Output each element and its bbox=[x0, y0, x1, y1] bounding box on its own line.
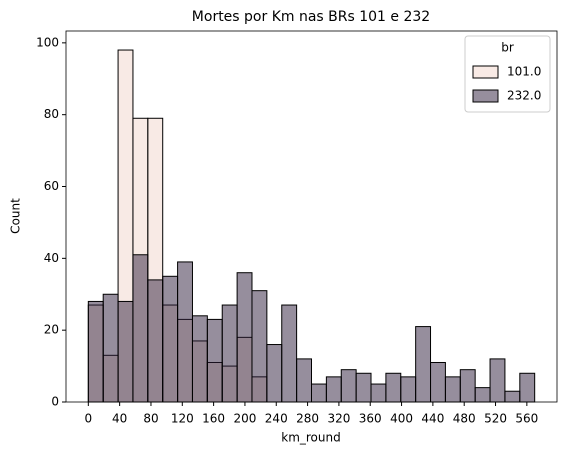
bar bbox=[132, 254, 149, 403]
bar bbox=[474, 387, 491, 403]
bar bbox=[311, 383, 327, 403]
bar bbox=[206, 318, 223, 403]
bar bbox=[102, 293, 119, 403]
bar bbox=[355, 372, 372, 403]
bar bbox=[87, 300, 104, 403]
y-tick-label: 20 bbox=[44, 323, 59, 337]
x-tick-label: 520 bbox=[484, 412, 507, 426]
x-tick-label: 320 bbox=[327, 412, 350, 426]
bar bbox=[236, 272, 253, 403]
x-tick-label: 40 bbox=[112, 412, 127, 426]
bar bbox=[400, 376, 417, 403]
x-tick-label: 240 bbox=[265, 412, 288, 426]
legend-swatch bbox=[472, 89, 499, 103]
bar bbox=[340, 369, 357, 403]
x-tick-label: 440 bbox=[421, 412, 444, 426]
plot-frame bbox=[65, 30, 558, 403]
x-tick-label: 160 bbox=[202, 412, 225, 426]
bar bbox=[430, 361, 446, 403]
x-tick-label: 400 bbox=[390, 412, 413, 426]
x-tick-label: 80 bbox=[143, 412, 158, 426]
y-tick-label: 60 bbox=[44, 179, 59, 193]
y-tick-label: 80 bbox=[44, 107, 59, 121]
bar bbox=[251, 290, 268, 403]
bar bbox=[177, 261, 193, 403]
bar bbox=[489, 358, 506, 403]
x-tick-label: 120 bbox=[171, 412, 194, 426]
bar bbox=[385, 372, 402, 403]
y-tick-label: 100 bbox=[36, 35, 59, 49]
bar bbox=[117, 300, 134, 403]
y-tick-label: 0 bbox=[51, 395, 59, 409]
bar bbox=[266, 344, 283, 403]
bar bbox=[162, 275, 179, 403]
bar bbox=[191, 315, 208, 403]
x-axis-label: km_round bbox=[281, 431, 340, 445]
legend-swatch bbox=[472, 65, 499, 79]
bar bbox=[415, 326, 432, 403]
y-tick-label: 40 bbox=[44, 251, 59, 265]
bar bbox=[296, 358, 313, 403]
bar bbox=[504, 390, 521, 403]
bar bbox=[147, 279, 164, 403]
x-tick-label: 200 bbox=[233, 412, 256, 426]
bar bbox=[444, 376, 461, 403]
bar bbox=[370, 383, 387, 403]
bar bbox=[221, 304, 238, 403]
legend-title: br bbox=[501, 41, 514, 55]
bar bbox=[459, 369, 476, 403]
legend-label: 101.0 bbox=[507, 65, 541, 79]
bar bbox=[281, 304, 298, 403]
x-tick-label: 560 bbox=[515, 412, 538, 426]
x-tick-label: 0 bbox=[84, 412, 92, 426]
bar bbox=[519, 372, 536, 403]
legend-label: 232.0 bbox=[507, 89, 541, 103]
x-tick-label: 480 bbox=[453, 412, 476, 426]
bar bbox=[325, 376, 342, 403]
x-tick-label: 280 bbox=[296, 412, 319, 426]
x-tick-label: 360 bbox=[359, 412, 382, 426]
y-axis-label: Count bbox=[9, 198, 23, 234]
chart-title: Mortes por Km nas BRs 101 e 232 bbox=[192, 9, 430, 25]
